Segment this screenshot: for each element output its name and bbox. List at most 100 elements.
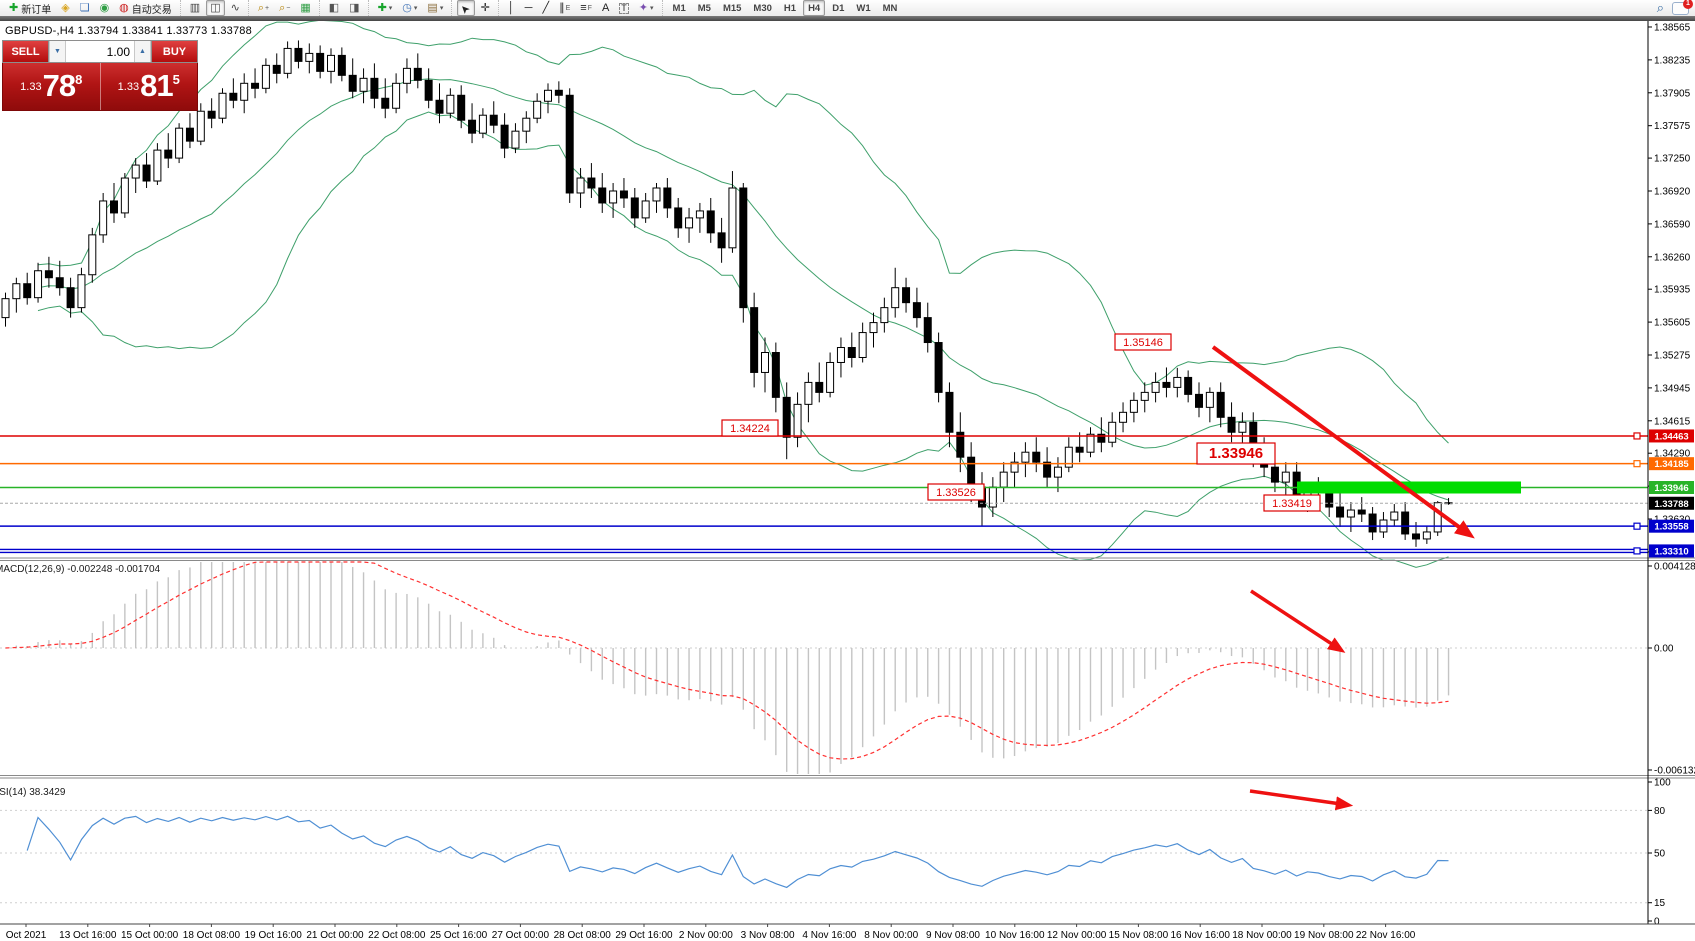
history-profile-icon-icon: ◈ <box>61 1 70 14</box>
toolbar-group-insert: ✚ ▾ ◷ ▾ ▤ ▾ <box>367 0 452 16</box>
candle <box>261 64 270 89</box>
price-callout[interactable]: 1.34224 <box>721 419 779 437</box>
search-icon[interactable]: ⌕ <box>1656 0 1664 15</box>
bar-chart-icon[interactable]: ▥ <box>186 0 204 16</box>
fibonacci-button[interactable]: ≡ F <box>576 0 596 16</box>
trend-arrow-macd[interactable] <box>1250 589 1346 653</box>
price-callout[interactable]: 1.33526 <box>927 483 985 501</box>
candle <box>240 82 249 101</box>
candle <box>1390 511 1399 521</box>
equidistant-channel-button[interactable]: ∥ E <box>555 0 574 16</box>
candle <box>630 197 639 219</box>
chevron-down-icon: ▾ <box>439 5 444 12</box>
buy-button[interactable]: BUY <box>151 41 197 62</box>
text-button[interactable]: A <box>598 0 613 16</box>
cursor-button[interactable]: ➤ <box>457 0 475 16</box>
templates-button[interactable]: ▤ ▾ <box>423 0 447 16</box>
candle <box>1097 433 1106 443</box>
timeframe-h4[interactable]: H4 <box>803 0 826 16</box>
candle <box>120 177 129 214</box>
auto-trading-button[interactable]: ◍ 自动交易 <box>115 0 176 16</box>
new-order-button[interactable]: ✚ 新订单 <box>5 0 55 16</box>
zoom-out-button[interactable]: ⌕ − <box>275 0 294 16</box>
volume-decrease-button[interactable]: ▼ <box>49 41 66 62</box>
text-label-icon: T <box>619 2 629 14</box>
trend-arrow-rsi[interactable] <box>1249 789 1354 811</box>
timeframe-m30[interactable]: M30 <box>753 2 772 14</box>
price-axis[interactable]: 1.38565 1.38235 1.37905 1.37575 1.37250 1.369… <box>0 21 1695 928</box>
trend-arrow-main[interactable] <box>1211 345 1475 539</box>
templates-icon: ▤ <box>427 1 438 14</box>
timeframe-mn[interactable]: MN <box>882 2 898 14</box>
new-order-icon: ✚ <box>9 1 19 14</box>
charts-window-icon-icon: ❏ <box>79 1 90 14</box>
candle <box>348 74 357 92</box>
svg-text:3 Nov 08:00: 3 Nov 08:00 <box>741 930 795 941</box>
sell-price-display[interactable]: 1.33788 <box>3 63 101 110</box>
pane-dividers[interactable] <box>0 557 1695 779</box>
candle <box>1053 466 1062 478</box>
svg-text:9 Nov 08:00: 9 Nov 08:00 <box>926 930 980 941</box>
trendline-button[interactable]: ╱ <box>538 0 553 16</box>
svg-text:1.36920: 1.36920 <box>1654 186 1691 197</box>
candle <box>44 270 53 279</box>
auto-arrange-icon[interactable]: ◧ <box>325 0 343 16</box>
macd-indicator <box>5 561 1450 774</box>
candle <box>880 307 889 324</box>
candle <box>891 287 900 309</box>
candle <box>468 119 477 134</box>
timeframe-m5[interactable]: M5 <box>697 2 711 14</box>
rsi-indicator <box>26 815 1449 889</box>
buy-price-display[interactable]: 1.33815 <box>101 63 198 110</box>
svg-text:22 Oct 08:00: 22 Oct 08:00 <box>368 930 426 941</box>
svg-text:1.37250: 1.37250 <box>1654 154 1691 165</box>
candlestick-chart-icon[interactable]: ◫ <box>206 0 225 16</box>
svg-text:1.33558: 1.33558 <box>1654 522 1688 533</box>
crosshair-button[interactable]: ✛ <box>477 0 494 16</box>
candle <box>1162 381 1171 388</box>
line-handle[interactable] <box>1633 522 1641 530</box>
arrows-button[interactable]: ✦ ▾ <box>635 0 658 16</box>
chart-canvas[interactable]: 1.35146 1.34224 1.33946 1.33526 1.334191.385… <box>0 21 1695 941</box>
line-handle[interactable] <box>1633 432 1641 440</box>
timeframe-d1[interactable]: D1 <box>832 2 845 14</box>
timeframe-h1[interactable]: H1 <box>783 2 797 14</box>
history-profile-icon[interactable]: ◈ <box>57 0 73 16</box>
zoom-in-icon: ⌕ <box>257 1 264 14</box>
notifications-icon[interactable]: 1 <box>1672 0 1693 15</box>
svg-text:1.33946: 1.33946 <box>1209 445 1263 462</box>
zoom-in-button[interactable]: ⌕ + <box>254 0 273 16</box>
charts-window-icon[interactable]: ❏ <box>76 0 94 16</box>
price-tag: 1.34463 <box>1649 429 1694 443</box>
candle <box>218 92 227 119</box>
signals-icon[interactable]: ◉ <box>96 0 114 16</box>
chart-shift-icon-icon: ◨ <box>349 1 360 14</box>
add-indicator-button[interactable]: ✚ ▾ <box>374 0 397 16</box>
candle <box>272 64 281 74</box>
sell-button[interactable]: SELL <box>3 41 49 62</box>
line-chart-icon[interactable]: ∿ <box>227 0 244 16</box>
timeframe-w1[interactable]: W1 <box>856 2 871 14</box>
tile-windows-button[interactable]: ▦ <box>296 0 314 16</box>
volume-increase-button[interactable]: ▲ <box>134 41 151 62</box>
text-label-button[interactable]: T <box>615 0 633 16</box>
periods-button[interactable]: ◷ ▾ <box>398 0 421 16</box>
cursor-icon: ➤ <box>458 0 474 16</box>
time-axis[interactable]: Oct 2021 13 Oct 16:00 15 Oct 00:00 18 Oct 0… <box>0 923 1695 941</box>
candle <box>142 164 151 182</box>
suffix-glyph: E <box>565 4 571 12</box>
price-callout[interactable]: 1.33946 <box>1196 442 1276 465</box>
price-callout[interactable]: 1.33419 <box>1263 494 1321 512</box>
price-callout[interactable]: 1.35146 <box>1114 333 1172 351</box>
horizontal-line-button[interactable]: ─ <box>521 0 537 16</box>
line-handle[interactable] <box>1633 460 1641 468</box>
timeframe-m1[interactable]: M1 <box>672 2 686 14</box>
chart-objects[interactable]: 1.35146 1.34224 1.33946 1.33526 1.33419 <box>0 333 1648 811</box>
support-zone-rectangle[interactable] <box>1297 481 1521 494</box>
line-handle[interactable] <box>1633 547 1641 555</box>
candle <box>554 89 563 96</box>
volume-input[interactable] <box>66 41 134 62</box>
chart-shift-icon[interactable]: ◨ <box>345 0 363 16</box>
timeframe-m15[interactable]: M15 <box>722 2 742 14</box>
vertical-line-button[interactable]: │ <box>504 0 519 16</box>
